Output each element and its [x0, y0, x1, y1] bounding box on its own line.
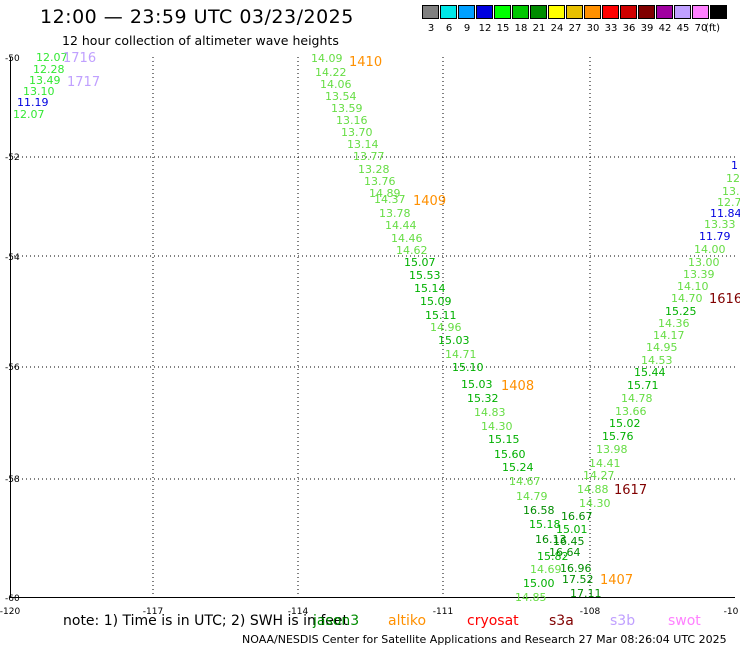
scale-label: 3	[427, 23, 435, 34]
scale-swatch	[710, 5, 727, 19]
scale-swatch	[530, 5, 547, 19]
scale-label: 30	[586, 23, 600, 34]
scale-label: 27	[568, 23, 582, 34]
scale-swatch	[674, 5, 691, 19]
satellite-legend-item: s3b	[610, 613, 636, 629]
scale-swatch	[512, 5, 529, 19]
scale-swatch	[476, 5, 493, 19]
scale-swatch	[440, 5, 457, 19]
scale-label: 12	[478, 23, 492, 34]
scale-swatch	[638, 5, 655, 19]
scale-swatch	[458, 5, 475, 19]
scale-swatch	[422, 5, 439, 19]
scale-label: 24	[550, 23, 564, 34]
color-scale-unit: (ft)	[705, 23, 721, 34]
scale-label: 70	[694, 23, 708, 34]
scale-swatch	[584, 5, 601, 19]
satellite-legend-item: swot	[668, 613, 701, 629]
scale-swatch	[620, 5, 637, 19]
satellite-legend-item: jason3	[313, 613, 360, 629]
page-title: 12:00 — 23:59 UTC 03/23/2025	[40, 6, 354, 28]
scale-label: 45	[676, 23, 690, 34]
scale-label: 42	[658, 23, 672, 34]
footer-note: note: 1) Time is in UTC; 2) SWH is in fe…	[63, 613, 349, 629]
scale-label: 39	[640, 23, 654, 34]
scale-label: 15	[496, 23, 510, 34]
lon-tick-label: -108	[580, 607, 601, 617]
page-subtitle: 12 hour collection of altimeter wave hei…	[62, 33, 339, 48]
scale-label: 21	[532, 23, 546, 34]
lon-tick-label: -111	[433, 607, 453, 617]
satellite-legend-item: altiko	[388, 613, 427, 629]
satellite-legend-item: s3a	[549, 613, 574, 629]
scale-label: 36	[622, 23, 636, 34]
lon-tick-label: -120	[0, 607, 20, 617]
scale-swatch	[602, 5, 619, 19]
scale-label: 33	[604, 23, 618, 34]
map-frame	[10, 57, 735, 598]
scale-label: 9	[463, 23, 471, 34]
scale-label: 18	[514, 23, 528, 34]
scale-swatch	[566, 5, 583, 19]
scale-label: 6	[445, 23, 453, 34]
scale-swatch	[494, 5, 511, 19]
scale-swatch	[656, 5, 673, 19]
satellite-legend-item: cryosat	[467, 613, 519, 629]
lon-tick-label: -10	[724, 607, 739, 617]
scale-swatch	[692, 5, 709, 19]
footer-credit: NOAA/NESDIS Center for Satellite Applica…	[242, 633, 727, 646]
scale-swatch	[548, 5, 565, 19]
